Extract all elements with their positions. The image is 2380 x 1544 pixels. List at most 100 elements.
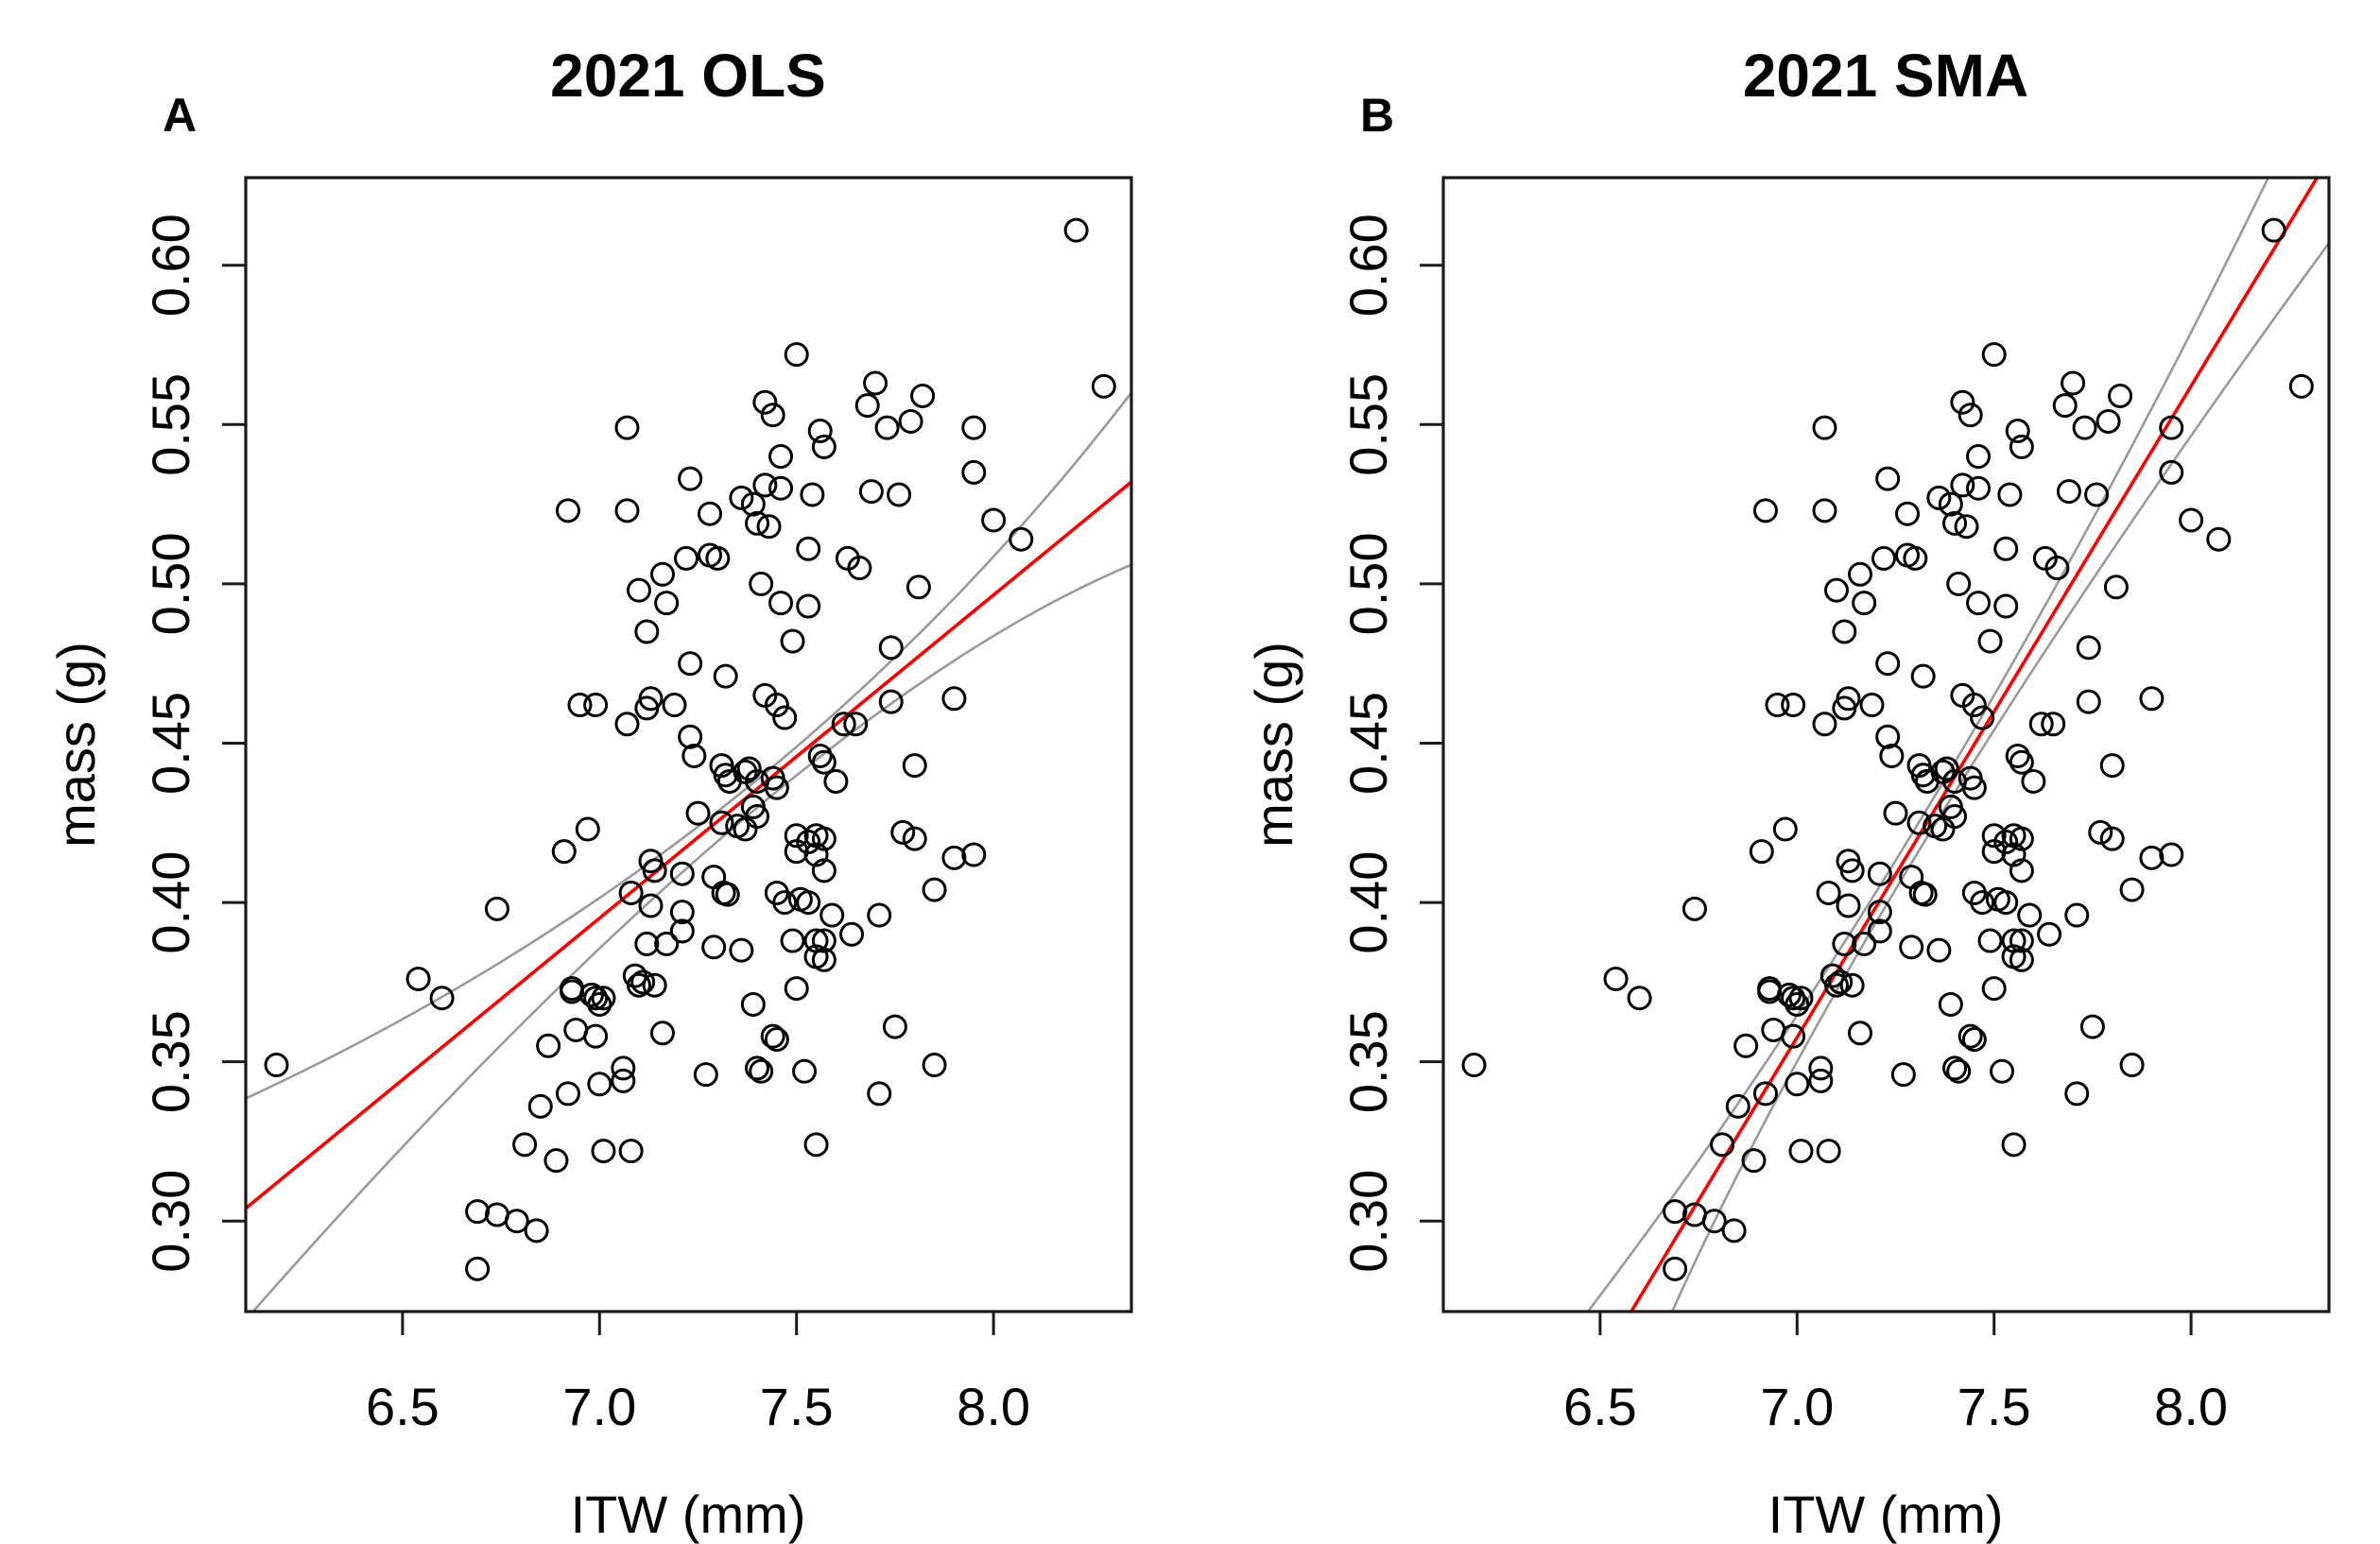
data-point bbox=[2009, 858, 2034, 884]
data-point bbox=[1938, 991, 1963, 1017]
data-point bbox=[780, 628, 805, 654]
data-point bbox=[768, 591, 794, 616]
data-point bbox=[2084, 482, 2110, 507]
data-point bbox=[555, 498, 580, 523]
confidence-band-upper bbox=[246, 391, 1131, 1100]
data-point bbox=[736, 756, 762, 781]
data-point bbox=[2052, 393, 2078, 419]
data-point bbox=[784, 342, 809, 368]
x-tick-label: 6.5 bbox=[1563, 1377, 1637, 1436]
data-point bbox=[2005, 419, 2030, 444]
data-point bbox=[961, 415, 987, 440]
data-point bbox=[961, 842, 987, 867]
panel-a-y-axis-label: mass (g) bbox=[46, 642, 106, 848]
data-point bbox=[1749, 839, 1774, 865]
data-point bbox=[1816, 1139, 1841, 1164]
data-point bbox=[1970, 890, 1995, 916]
data-point bbox=[2119, 877, 2145, 902]
x-tick-label: 6.5 bbox=[366, 1377, 440, 1436]
data-point bbox=[630, 969, 656, 995]
data-point bbox=[803, 842, 829, 867]
data-point bbox=[591, 1139, 616, 1164]
data-point bbox=[2009, 434, 2034, 459]
data-point bbox=[1879, 743, 1905, 768]
data-point bbox=[843, 712, 869, 737]
data-point bbox=[1993, 890, 2019, 916]
data-point bbox=[768, 475, 794, 501]
data-point bbox=[578, 982, 604, 1007]
data-point bbox=[1946, 1058, 1972, 1084]
data-point bbox=[638, 893, 664, 918]
data-point bbox=[527, 1093, 553, 1119]
data-point bbox=[1461, 1053, 1487, 1078]
data-point bbox=[961, 459, 987, 485]
data-point bbox=[1682, 896, 1707, 921]
scatter-points bbox=[1461, 217, 2314, 1281]
data-point bbox=[811, 826, 836, 851]
x-tick-label: 7.0 bbox=[1760, 1377, 1834, 1436]
data-point bbox=[752, 389, 778, 415]
data-point bbox=[642, 972, 667, 998]
y-tick-label: 0.40 bbox=[141, 851, 200, 954]
data-point bbox=[2206, 526, 2232, 552]
y-tick-label: 0.60 bbox=[1338, 214, 1398, 317]
data-point bbox=[1977, 628, 2003, 654]
data-point bbox=[2064, 1081, 2090, 1107]
data-point bbox=[618, 880, 644, 905]
data-point bbox=[1847, 1021, 1872, 1046]
data-point bbox=[1091, 373, 1116, 399]
data-point bbox=[1993, 536, 2019, 561]
data-point bbox=[2088, 819, 2113, 845]
data-point bbox=[760, 1023, 785, 1049]
data-point bbox=[729, 485, 754, 510]
data-point bbox=[858, 479, 884, 505]
y-tick-label: 0.30 bbox=[1338, 1170, 1398, 1273]
data-point bbox=[1946, 571, 1972, 596]
data-point bbox=[1852, 931, 1877, 956]
data-point bbox=[1930, 816, 1956, 842]
data-point bbox=[1663, 1256, 1688, 1281]
data-point bbox=[654, 591, 680, 616]
data-point bbox=[2064, 902, 2090, 928]
data-point bbox=[1757, 979, 1783, 1004]
data-point bbox=[1776, 982, 1802, 1007]
regression-layer bbox=[1586, 178, 2329, 1312]
data-point bbox=[796, 593, 821, 619]
data-point bbox=[705, 545, 731, 571]
data-point bbox=[654, 931, 680, 956]
data-point bbox=[543, 1148, 569, 1174]
data-point bbox=[626, 577, 651, 603]
data-point bbox=[2159, 842, 2184, 867]
data-point bbox=[591, 986, 616, 1011]
data-point bbox=[745, 510, 770, 536]
data-point bbox=[1832, 695, 1857, 721]
data-point bbox=[1847, 561, 1872, 587]
data-point bbox=[800, 482, 825, 507]
data-point bbox=[941, 845, 967, 870]
panel-a-letter: A bbox=[163, 89, 197, 142]
data-point bbox=[2037, 921, 2062, 947]
data-point bbox=[1009, 526, 1034, 552]
data-point bbox=[1977, 928, 2003, 953]
data-point bbox=[811, 947, 836, 972]
data-point bbox=[1725, 1093, 1751, 1119]
data-point bbox=[1781, 986, 1806, 1011]
data-point bbox=[1741, 1148, 1767, 1174]
data-point bbox=[1701, 1209, 1727, 1234]
data-point bbox=[1890, 1062, 1916, 1088]
data-point bbox=[772, 890, 798, 916]
data-point bbox=[713, 663, 738, 689]
data-point bbox=[1875, 466, 1901, 491]
data-point bbox=[583, 693, 609, 718]
data-point bbox=[1812, 712, 1837, 737]
data-point bbox=[874, 415, 900, 440]
data-point bbox=[2009, 947, 2034, 972]
data-point bbox=[752, 472, 778, 498]
data-point bbox=[1926, 937, 1952, 963]
data-point bbox=[1957, 403, 1983, 428]
data-point bbox=[1961, 1027, 1987, 1053]
data-point bbox=[536, 1033, 561, 1058]
data-point bbox=[560, 979, 585, 1004]
data-point bbox=[890, 819, 916, 845]
